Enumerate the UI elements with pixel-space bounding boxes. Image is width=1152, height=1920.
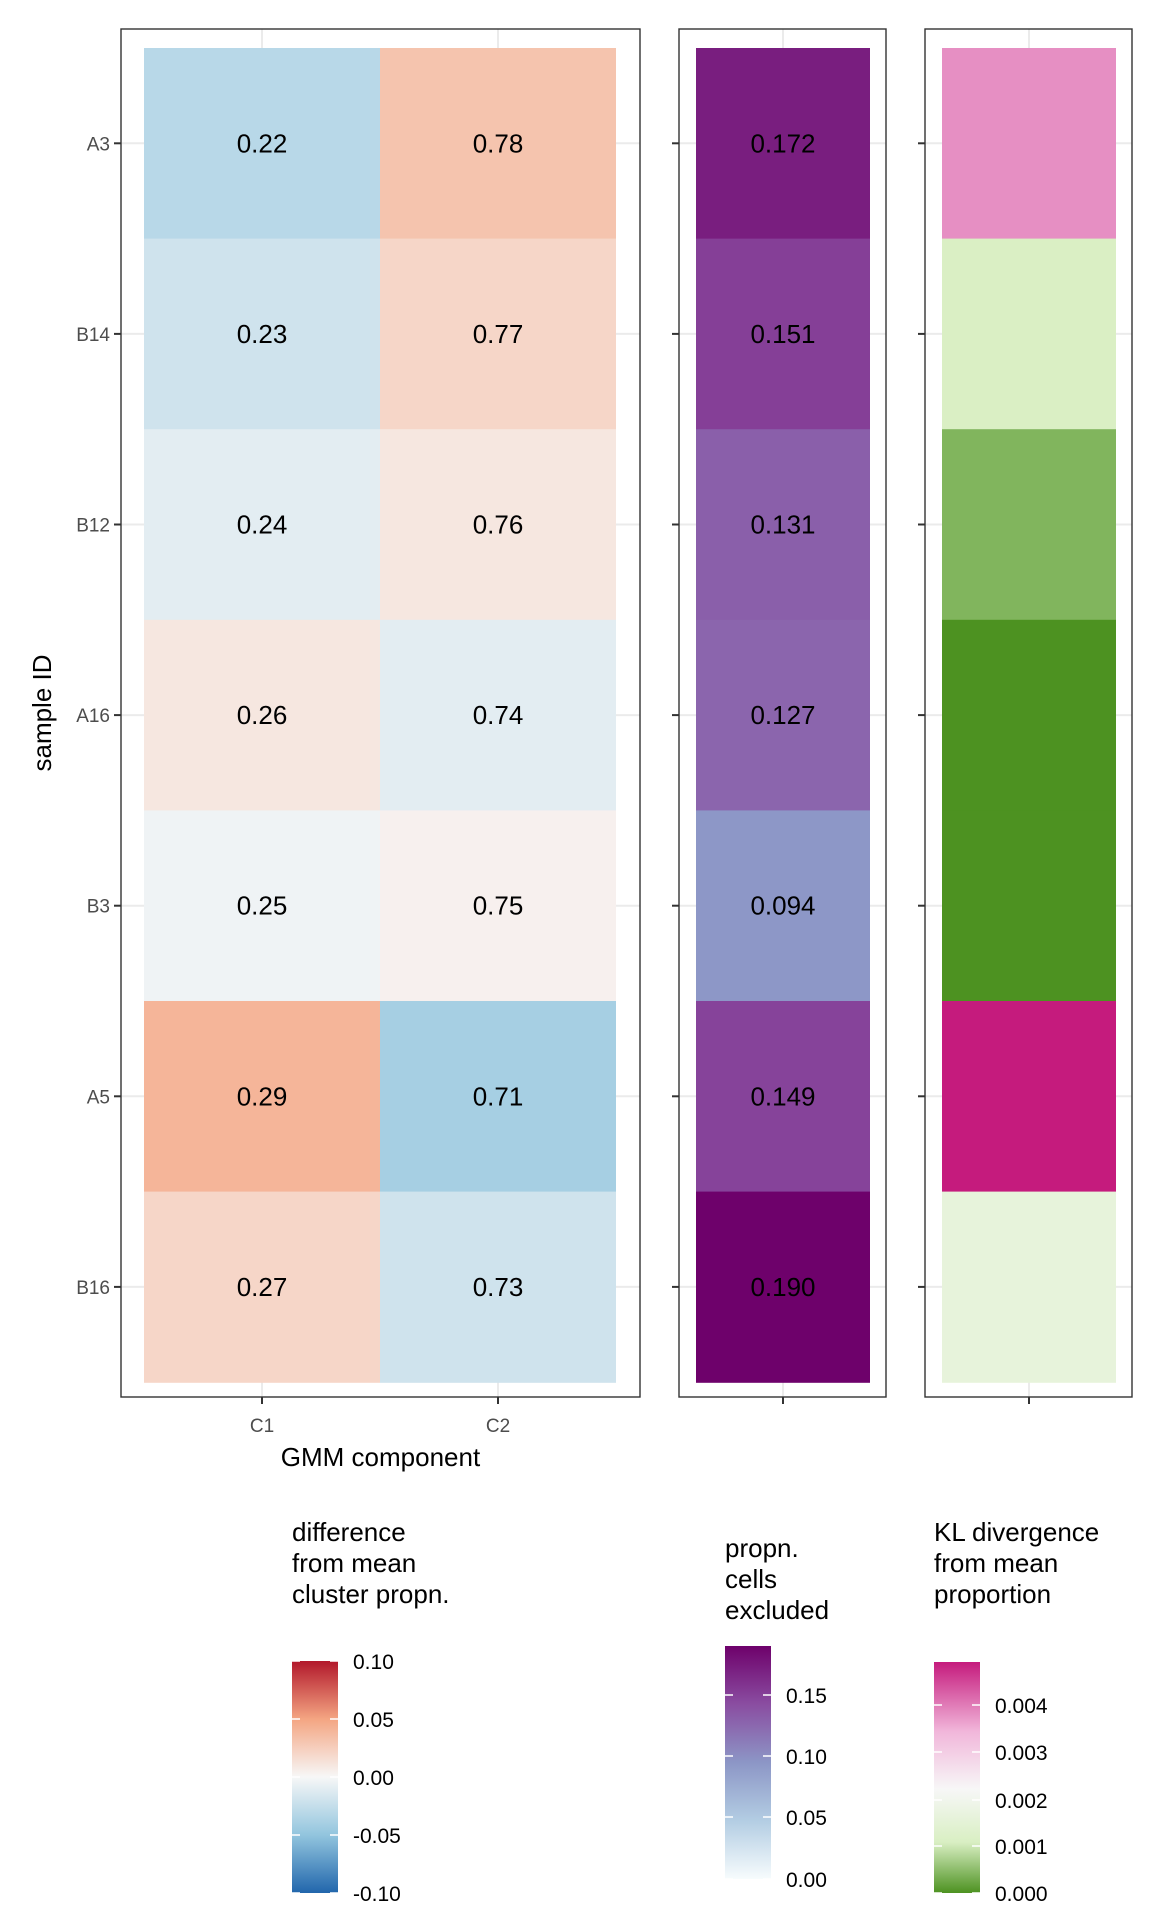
- difference-cell-label: 0.26: [237, 700, 288, 730]
- excluded-cell-label: 0.094: [750, 891, 815, 921]
- difference-cell-label: 0.77: [473, 319, 524, 349]
- y-tick-label: B14: [76, 325, 110, 346]
- difference-cell-label: 0.23: [237, 319, 288, 349]
- excluded-legend-tick-label: 0.10: [786, 1746, 827, 1769]
- difference-cell-label: 0.27: [237, 1272, 288, 1302]
- y-tick-label: A5: [87, 1087, 110, 1108]
- difference-cell: [380, 1191, 616, 1383]
- difference-cell: [380, 810, 616, 1002]
- difference-cell-label: 0.24: [237, 510, 288, 540]
- excluded-cell-label: 0.190: [750, 1272, 815, 1302]
- difference-legend-title: difference: [292, 1517, 406, 1547]
- excluded-cell-label: 0.151: [750, 319, 815, 349]
- x-tick-label: C2: [486, 1416, 510, 1437]
- excluded-cell: [696, 48, 870, 240]
- y-tick-label: A3: [87, 134, 110, 155]
- difference-cell: [380, 429, 616, 621]
- excluded-legend-title: propn.: [725, 1533, 799, 1563]
- kl-panel: [918, 28, 1133, 1404]
- difference-cell: [380, 238, 616, 430]
- difference-legend-tick-label: -0.10: [353, 1883, 401, 1906]
- excluded-cell: [696, 429, 870, 621]
- excluded-legend-tick-label: 0.15: [786, 1685, 827, 1708]
- difference-legend-title: from mean: [292, 1548, 416, 1578]
- excluded-legend-tick-label: 0.00: [786, 1869, 827, 1892]
- kl-legend-title: from mean: [934, 1548, 1058, 1578]
- y-tick-label: A16: [76, 706, 110, 727]
- excluded-legend-title: excluded: [725, 1595, 829, 1625]
- excluded-legend-tick-label: 0.05: [786, 1807, 827, 1830]
- excluded-cell-label: 0.172: [750, 128, 815, 158]
- difference-cell: [380, 1001, 616, 1193]
- difference-cell: [144, 48, 380, 240]
- kl-legend-tick-label: 0.000: [995, 1883, 1048, 1906]
- difference-cell: [380, 619, 616, 811]
- kl-cell: [942, 429, 1116, 621]
- y-tick-label: B16: [76, 1278, 110, 1299]
- kl-legend-title: proportion: [934, 1579, 1051, 1609]
- difference-cell: [144, 1001, 380, 1193]
- difference-legend-tick-label: 0.10: [353, 1651, 394, 1674]
- excluded-legend-colorbar: [725, 1646, 771, 1879]
- difference-cell-label: 0.22: [237, 128, 288, 158]
- kl-cell: [942, 810, 1116, 1002]
- kl-cell: [942, 48, 1116, 240]
- kl-legend-tick-label: 0.004: [995, 1695, 1048, 1718]
- excluded-cell: [696, 1001, 870, 1193]
- kl-cell: [942, 1001, 1116, 1193]
- difference-cell-label: 0.76: [473, 510, 524, 540]
- kl-legend-colorbar: [934, 1662, 980, 1893]
- y-tick-label: B3: [87, 897, 110, 918]
- difference-cell: [144, 619, 380, 811]
- y-tick-label: B12: [76, 516, 110, 537]
- difference-cell-label: 0.25: [237, 891, 288, 921]
- kl-legend-tick-label: 0.003: [995, 1742, 1048, 1765]
- difference-cell-label: 0.78: [473, 128, 524, 158]
- kl-legend-title: KL divergence: [934, 1517, 1099, 1547]
- kl-cell: [942, 1191, 1116, 1383]
- difference-legend-tick-label: -0.05: [353, 1825, 401, 1848]
- excluded-panel: 0.172 0.151 0.131 0.127 0.094 0.149 0.190: [672, 28, 887, 1404]
- excluded-cell-label: 0.127: [750, 700, 815, 730]
- kl-legend-tick-label: 0.002: [995, 1790, 1048, 1813]
- difference-legend-tick-label: 0.05: [353, 1709, 394, 1732]
- difference-cell: [380, 48, 616, 240]
- difference-panel-border: [120, 28, 641, 1398]
- excluded-legend-title: cells: [725, 1564, 777, 1594]
- difference-panel: 0.22 0.78 0.23 0.77 0.24 0.76 0.26 0.74 0.25 0.75…: [27, 28, 641, 1472]
- difference-cell-label: 0.73: [473, 1272, 524, 1302]
- difference-cell: [144, 810, 380, 1002]
- difference-cell-label: 0.74: [473, 700, 524, 730]
- kl-legend-tick-label: 0.001: [995, 1836, 1048, 1859]
- x-tick-label: C1: [250, 1416, 274, 1437]
- y-axis-title: sample ID: [27, 654, 57, 771]
- kl-cell: [942, 619, 1116, 811]
- difference-cell-label: 0.29: [237, 1081, 288, 1111]
- difference-cell: [144, 238, 380, 430]
- difference-cell-label: 0.75: [473, 891, 524, 921]
- excluded-cell: [696, 810, 870, 1002]
- excluded-cell: [696, 619, 870, 811]
- difference-cell: [144, 429, 380, 621]
- x-axis-title: GMM component: [281, 1442, 481, 1472]
- difference-cell: [144, 1191, 380, 1383]
- kl-cell: [942, 238, 1116, 430]
- difference-legend-tick-label: 0.00: [353, 1767, 394, 1790]
- excluded-cell-label: 0.131: [750, 510, 815, 540]
- difference-cell-label: 0.71: [473, 1081, 524, 1111]
- difference-legend-title: cluster propn.: [292, 1579, 450, 1609]
- excluded-cell-label: 0.149: [750, 1081, 815, 1111]
- excluded-cell: [696, 238, 870, 430]
- excluded-cell: [696, 1191, 870, 1383]
